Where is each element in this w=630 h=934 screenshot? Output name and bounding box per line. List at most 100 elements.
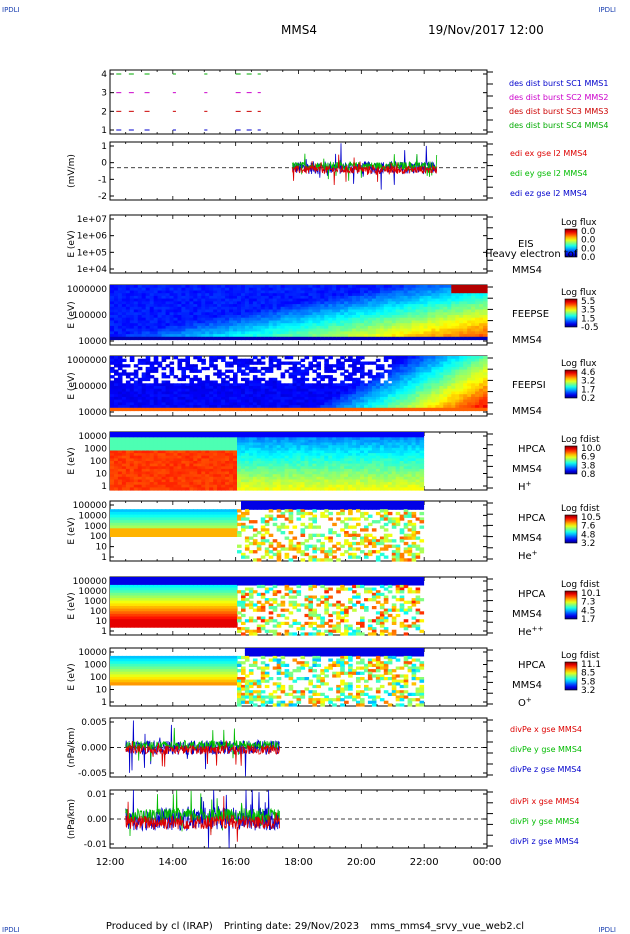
spectrogram-cell bbox=[189, 407, 194, 412]
spectrogram-cell bbox=[447, 383, 452, 387]
spectrogram-cell bbox=[256, 482, 262, 486]
spectrogram-cell bbox=[110, 334, 115, 338]
spectrogram-cell bbox=[284, 369, 290, 373]
spectrogram-cell bbox=[320, 388, 325, 392]
spectrogram-cell bbox=[221, 434, 226, 438]
spectrogram-cell bbox=[479, 295, 484, 300]
spectrogram-cell bbox=[173, 399, 179, 403]
spectrogram-cell bbox=[153, 482, 159, 486]
spectrogram-cell bbox=[185, 476, 190, 480]
spectrogram-cell bbox=[137, 476, 143, 480]
spectrogram-cell bbox=[185, 437, 190, 441]
spectrogram-cell bbox=[308, 407, 313, 412]
spectrogram-cell bbox=[387, 304, 393, 308]
spectrogram-cell bbox=[177, 386, 183, 390]
spectrogram-cell bbox=[316, 295, 321, 300]
spectrogram-cell bbox=[193, 391, 198, 395]
spectrogram-cell bbox=[348, 391, 353, 395]
spectrogram-cell bbox=[252, 325, 258, 330]
spectrogram-cell bbox=[173, 331, 179, 335]
spectrogram-cell bbox=[197, 334, 202, 338]
spectrogram-cell bbox=[268, 366, 274, 371]
spectrogram-cell bbox=[415, 290, 421, 294]
spectrogram-cell bbox=[193, 320, 198, 324]
spectrogram-cell bbox=[419, 372, 425, 376]
spectrogram-cell bbox=[110, 306, 115, 311]
spectrogram-cell bbox=[455, 386, 460, 390]
feepsi-ylabel: E (eV) bbox=[67, 372, 77, 399]
spectrogram-cell bbox=[213, 463, 218, 467]
spectrogram-cell bbox=[356, 320, 361, 324]
spectrogram-cell bbox=[244, 366, 250, 371]
spectrogram-cell bbox=[296, 402, 302, 406]
spectrogram-cell bbox=[189, 328, 194, 332]
spectrogram-cell bbox=[117, 484, 123, 488]
spectrogram-cell bbox=[149, 476, 155, 480]
spectrogram-cell bbox=[173, 391, 179, 395]
spectrogram-cell bbox=[383, 312, 389, 316]
spectrogram-cell bbox=[121, 391, 127, 395]
spectrogram-cell bbox=[328, 388, 333, 392]
spectrogram-cell bbox=[268, 293, 274, 297]
spectrogram-cell bbox=[260, 293, 266, 297]
spectrogram-cell bbox=[471, 407, 476, 412]
spectrogram-cell bbox=[284, 290, 290, 294]
spectrogram-cell bbox=[205, 463, 210, 467]
spectrogram-cell bbox=[387, 407, 393, 412]
spectrogram-cell bbox=[407, 396, 413, 401]
spectrogram-cell bbox=[316, 356, 321, 360]
spectrogram-cell bbox=[173, 306, 179, 311]
spectrogram-cell bbox=[308, 295, 313, 300]
spectrogram-cell bbox=[296, 317, 302, 321]
spectrogram-cell bbox=[276, 484, 282, 488]
spectrogram-cell bbox=[110, 380, 115, 384]
spectrogram-cell bbox=[233, 375, 238, 379]
spectrogram-cell bbox=[419, 391, 425, 395]
spectrogram-cell bbox=[133, 455, 139, 459]
spectrogram-cell bbox=[189, 369, 194, 373]
spectrogram-cell bbox=[356, 331, 361, 335]
spectrogram-cell bbox=[387, 386, 393, 390]
spectrogram-cell bbox=[110, 479, 115, 483]
spectrogram-cell bbox=[471, 369, 476, 373]
spectrogram-cell bbox=[149, 471, 155, 475]
spectrogram-cell bbox=[312, 383, 317, 387]
spectrogram-cell bbox=[375, 372, 381, 376]
spectrogram-cell bbox=[268, 471, 274, 475]
spectrogram-cell bbox=[244, 396, 250, 401]
spectrogram-cell bbox=[292, 320, 298, 324]
spectrogram-cell bbox=[383, 405, 389, 409]
spectrogram-cell bbox=[483, 396, 488, 401]
spectrogram-cell bbox=[483, 298, 488, 302]
spectrogram-cell bbox=[356, 356, 361, 360]
spectrogram-cell bbox=[209, 394, 214, 398]
spectrogram-cell bbox=[379, 315, 385, 319]
spectrogram-cell bbox=[483, 388, 488, 392]
spectrogram-cell bbox=[181, 432, 186, 436]
spectrogram-cell bbox=[185, 293, 190, 297]
spectrogram-cell bbox=[185, 407, 190, 412]
spectrogram-cell bbox=[201, 453, 206, 457]
spectrogram-cell bbox=[284, 399, 290, 403]
spectrogram-cell bbox=[161, 295, 167, 300]
spectrogram-cell bbox=[197, 396, 202, 401]
spectrogram-cell bbox=[181, 306, 186, 311]
spectrogram-cell bbox=[114, 358, 119, 362]
spectrogram-cell bbox=[173, 309, 179, 313]
spectrogram-cell bbox=[471, 312, 476, 316]
spectrogram-cell bbox=[431, 372, 436, 376]
spectrogram-cell bbox=[304, 320, 310, 324]
spectrogram-cell bbox=[244, 386, 250, 390]
spectrogram-cell bbox=[375, 317, 381, 321]
spectrogram-cell bbox=[189, 405, 194, 409]
spectrogram-cell bbox=[173, 407, 179, 412]
spectrogram-cell bbox=[193, 386, 198, 390]
spectrogram-cell bbox=[352, 361, 357, 365]
spectrogram-cell bbox=[312, 405, 317, 409]
spectrogram-cell bbox=[233, 455, 238, 459]
spectrogram-cell bbox=[244, 317, 250, 321]
spectrogram-cell bbox=[114, 476, 119, 480]
spectrogram-cell bbox=[153, 439, 159, 444]
spectrogram-cell bbox=[288, 312, 294, 316]
spectrogram-cell bbox=[324, 315, 329, 319]
